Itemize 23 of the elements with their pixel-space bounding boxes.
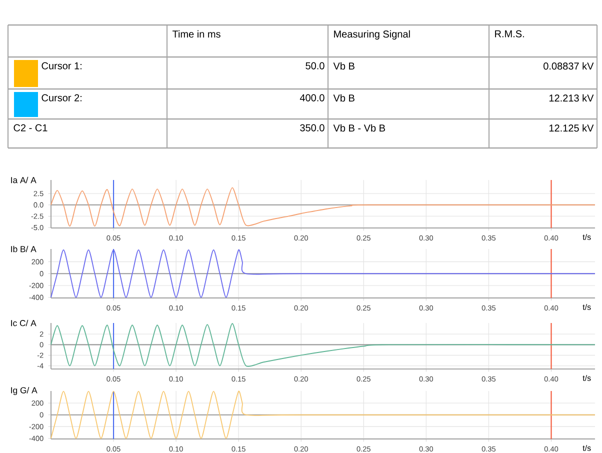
text: 0.08837 kV	[544, 62, 594, 70]
y-axis-title: Ic C/ A	[11, 320, 36, 326]
text: 12.213 kV	[549, 94, 594, 102]
text: 12.125 kV	[549, 124, 594, 132]
text: 400.0	[300, 94, 324, 102]
text: Measuring Signal	[334, 30, 410, 40]
text: R.M.S.	[495, 30, 524, 38]
x-axis-title: t/s	[582, 234, 591, 240]
y-axis-title: Ib B/ A	[11, 246, 36, 252]
x-axis-title: t/s	[582, 304, 591, 310]
x-axis-title: t/s	[582, 375, 591, 381]
text: Vb B	[333, 62, 354, 70]
text: Vb B - Vb B	[333, 124, 385, 132]
text: Cursor 1:	[42, 62, 82, 70]
y-axis-title: Ig G/ A	[11, 386, 38, 396]
x-axis-title: t/s	[582, 445, 591, 451]
y-axis-title: Ia A/ A	[11, 176, 36, 184]
text: Time in ms	[172, 30, 220, 38]
text: 50.0	[306, 62, 324, 70]
text: Vb B	[333, 94, 354, 102]
text: Cursor 2:	[42, 94, 82, 102]
text: 350.0	[300, 124, 324, 132]
text: C2 - C1	[14, 124, 48, 132]
